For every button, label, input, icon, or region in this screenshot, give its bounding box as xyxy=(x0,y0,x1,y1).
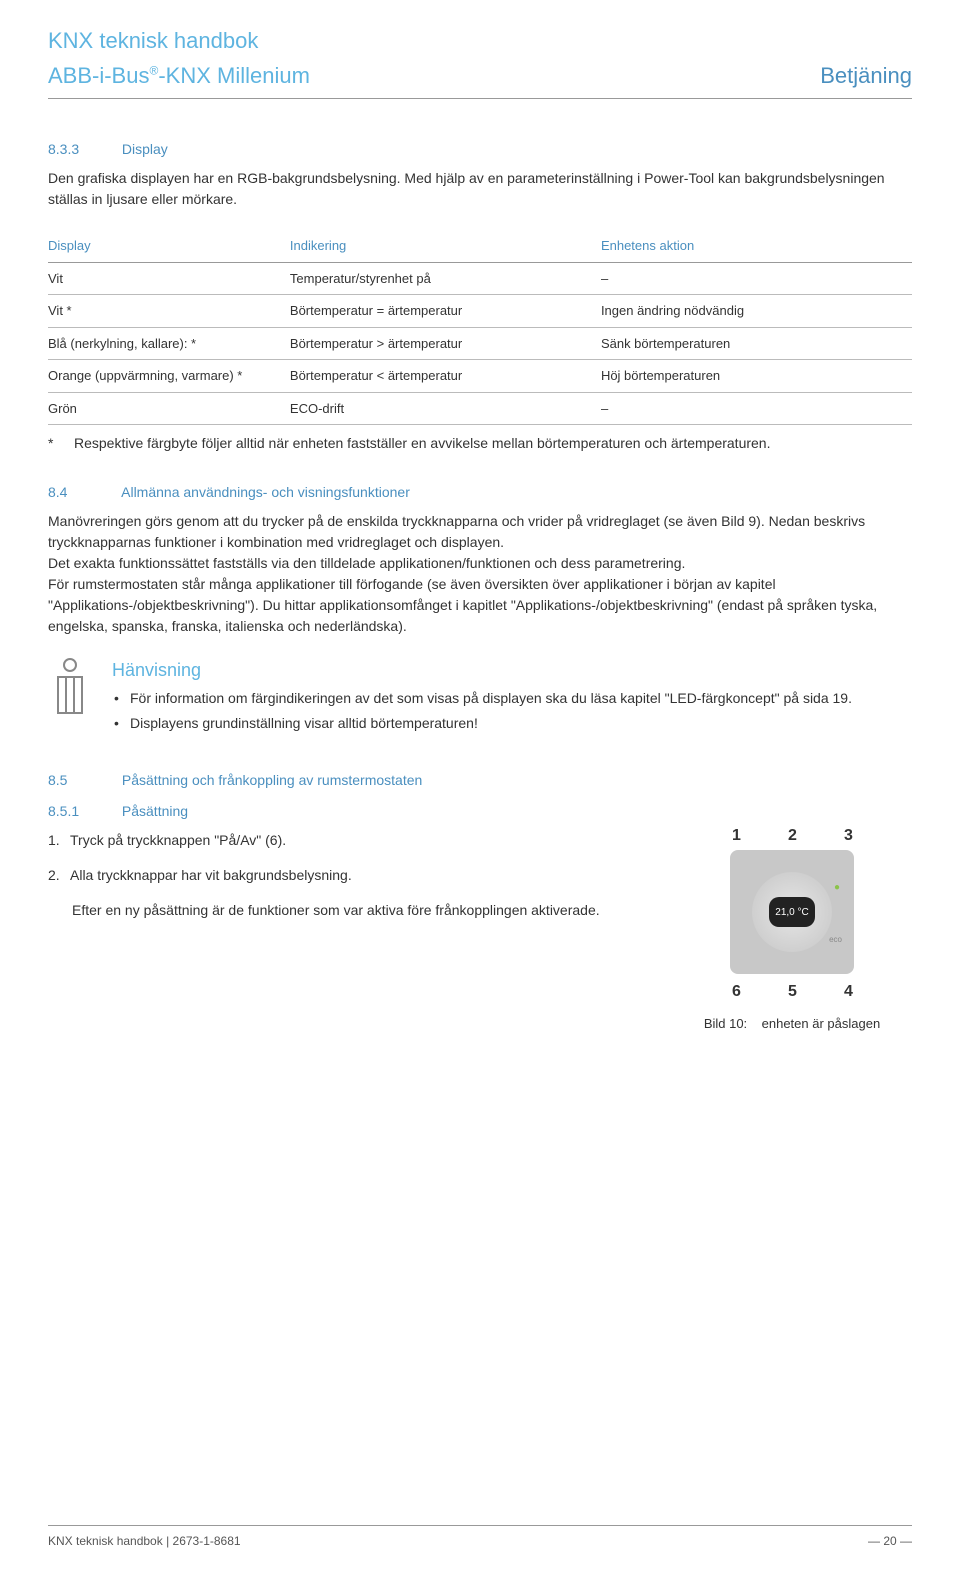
note-item: Displayens grundinställning visar alltid… xyxy=(112,713,912,734)
figure-text: enheten är påslagen xyxy=(762,1016,881,1031)
device-display: 21,0 °C xyxy=(769,897,815,927)
table-row: Vit Temperatur/styrenhet på – xyxy=(48,262,912,295)
section-8-5-heading: 8.5 Påsättning och frånkoppling av rumst… xyxy=(48,770,912,791)
page-footer: KNX teknisk handbok | 2673-1-8681 — 20 — xyxy=(48,1525,912,1550)
step-text: Alla tryckknappar har vit bakgrundsbelys… xyxy=(70,867,352,883)
table-cell: Börtemperatur < ärtemperatur xyxy=(290,360,601,393)
table-cell: Vit * xyxy=(48,295,290,328)
section-8-4-body: Manövreringen görs genom att du trycker … xyxy=(48,511,912,637)
section-8-3-3-body: Den grafiska displayen har en RGB-bakgru… xyxy=(48,168,912,210)
table-cell: Höj börtemperaturen xyxy=(601,360,912,393)
step-item: 1.Tryck på tryckknappen "På/Av" (6). xyxy=(48,830,652,851)
section-number: 8.3.3 xyxy=(48,139,118,160)
table-cell: Ingen ändring nödvändig xyxy=(601,295,912,328)
table-cell: Orange (uppvärmning, varmare) * xyxy=(48,360,290,393)
footer-rule xyxy=(48,1525,912,1526)
section-title: Påsättning och frånkoppling av rumstermo… xyxy=(122,772,422,788)
note-block: Hänvisning För information om färgindike… xyxy=(48,657,912,738)
device-figure: 1 2 3 4 5 6 ✲ ● ⏻ eco 21,0 °C Bild 10: e… xyxy=(672,830,912,1034)
header-rule xyxy=(48,98,912,99)
callout-3: 3 xyxy=(844,824,853,848)
table-cell: Vit xyxy=(48,262,290,295)
section-8-3-3-heading: 8.3.3 Display xyxy=(48,139,912,160)
callout-5: 5 xyxy=(788,980,797,1004)
section-number: 8.5 xyxy=(48,770,118,791)
footer-left: KNX teknisk handbok | 2673-1-8681 xyxy=(48,1532,241,1550)
device-dial: 21,0 °C xyxy=(752,872,832,952)
section-8-5-1-content: 1.Tryck på tryckknappen "På/Av" (6). 2.A… xyxy=(48,830,912,1034)
eco-icon: eco xyxy=(829,934,842,946)
callout-6: 6 xyxy=(732,980,741,1004)
status-dot-icon: ● xyxy=(834,880,840,895)
section-number: 8.4 xyxy=(48,482,118,503)
step-number: 1. xyxy=(48,830,70,851)
table-header-action: Enhetens aktion xyxy=(601,230,912,262)
table-cell: Blå (nerkylning, kallare): * xyxy=(48,327,290,360)
header-brand-a: ABB-i-Bus xyxy=(48,63,149,88)
table-row: Orange (uppvärmning, varmare) * Börtempe… xyxy=(48,360,912,393)
table-header-indication: Indikering xyxy=(290,230,601,262)
footer-right: — 20 — xyxy=(868,1532,912,1550)
header-brand-b: -KNX Millenium xyxy=(158,63,310,88)
table-row: Vit * Börtemperatur = ärtemperatur Ingen… xyxy=(48,295,912,328)
table-row: Blå (nerkylning, kallare): * Börtemperat… xyxy=(48,327,912,360)
step-note: Efter en ny påsättning är de funktioner … xyxy=(72,900,652,921)
section-8-5-1-heading: 8.5.1 Påsättning xyxy=(48,801,912,822)
figure-caption: Bild 10: enheten är påslagen xyxy=(672,1014,912,1034)
section-title: Påsättning xyxy=(122,803,188,819)
callout-4: 4 xyxy=(844,980,853,1004)
table-cell: – xyxy=(601,262,912,295)
table-header-display: Display xyxy=(48,230,290,262)
footnote-text: Respektive färgbyte följer alltid när en… xyxy=(74,433,770,454)
note-item: För information om färgindikeringen av d… xyxy=(112,688,912,709)
note-title: Hänvisning xyxy=(112,657,912,684)
table-cell: Temperatur/styrenhet på xyxy=(290,262,601,295)
figure-number: Bild 10: xyxy=(704,1016,747,1031)
callout-1: 1 xyxy=(732,824,741,848)
table-cell: ECO-drift xyxy=(290,392,601,425)
table-cell: Sänk börtemperaturen xyxy=(601,327,912,360)
registered-mark: ® xyxy=(149,64,158,78)
header-section: Betjäning xyxy=(820,59,912,92)
table-footnote: * Respektive färgbyte följer alltid när … xyxy=(48,433,912,454)
callout-2: 2 xyxy=(788,824,797,848)
table-cell: Börtemperatur > ärtemperatur xyxy=(290,327,601,360)
section-title: Allmänna användnings- och visningsfunkti… xyxy=(121,484,410,500)
step-number: 2. xyxy=(48,865,70,886)
display-indication-table: Display Indikering Enhetens aktion Vit T… xyxy=(48,230,912,425)
section-8-4-heading: 8.4 Allmänna användnings- och visningsfu… xyxy=(48,482,912,503)
table-cell: Börtemperatur = ärtemperatur xyxy=(290,295,601,328)
step-item: 2.Alla tryckknappar har vit bakgrundsbel… xyxy=(48,865,652,886)
table-cell: Grön xyxy=(48,392,290,425)
steps-list: 1.Tryck på tryckknappen "På/Av" (6). 2.A… xyxy=(48,830,652,886)
info-icon xyxy=(48,657,96,723)
section-number: 8.5.1 xyxy=(48,801,118,822)
section-title: Display xyxy=(122,141,168,157)
table-row: Grön ECO-drift – xyxy=(48,392,912,425)
header-line2: ABB-i-Bus®-KNX Millenium Betjäning xyxy=(48,59,912,92)
header-line1: KNX teknisk handbok xyxy=(48,24,912,57)
footnote-star: * xyxy=(48,433,62,454)
step-text: Tryck på tryckknappen "På/Av" (6). xyxy=(70,832,286,848)
page-header: KNX teknisk handbok ABB-i-Bus®-KNX Mille… xyxy=(48,24,912,99)
note-list: För information om färgindikeringen av d… xyxy=(112,688,912,734)
table-cell: – xyxy=(601,392,912,425)
